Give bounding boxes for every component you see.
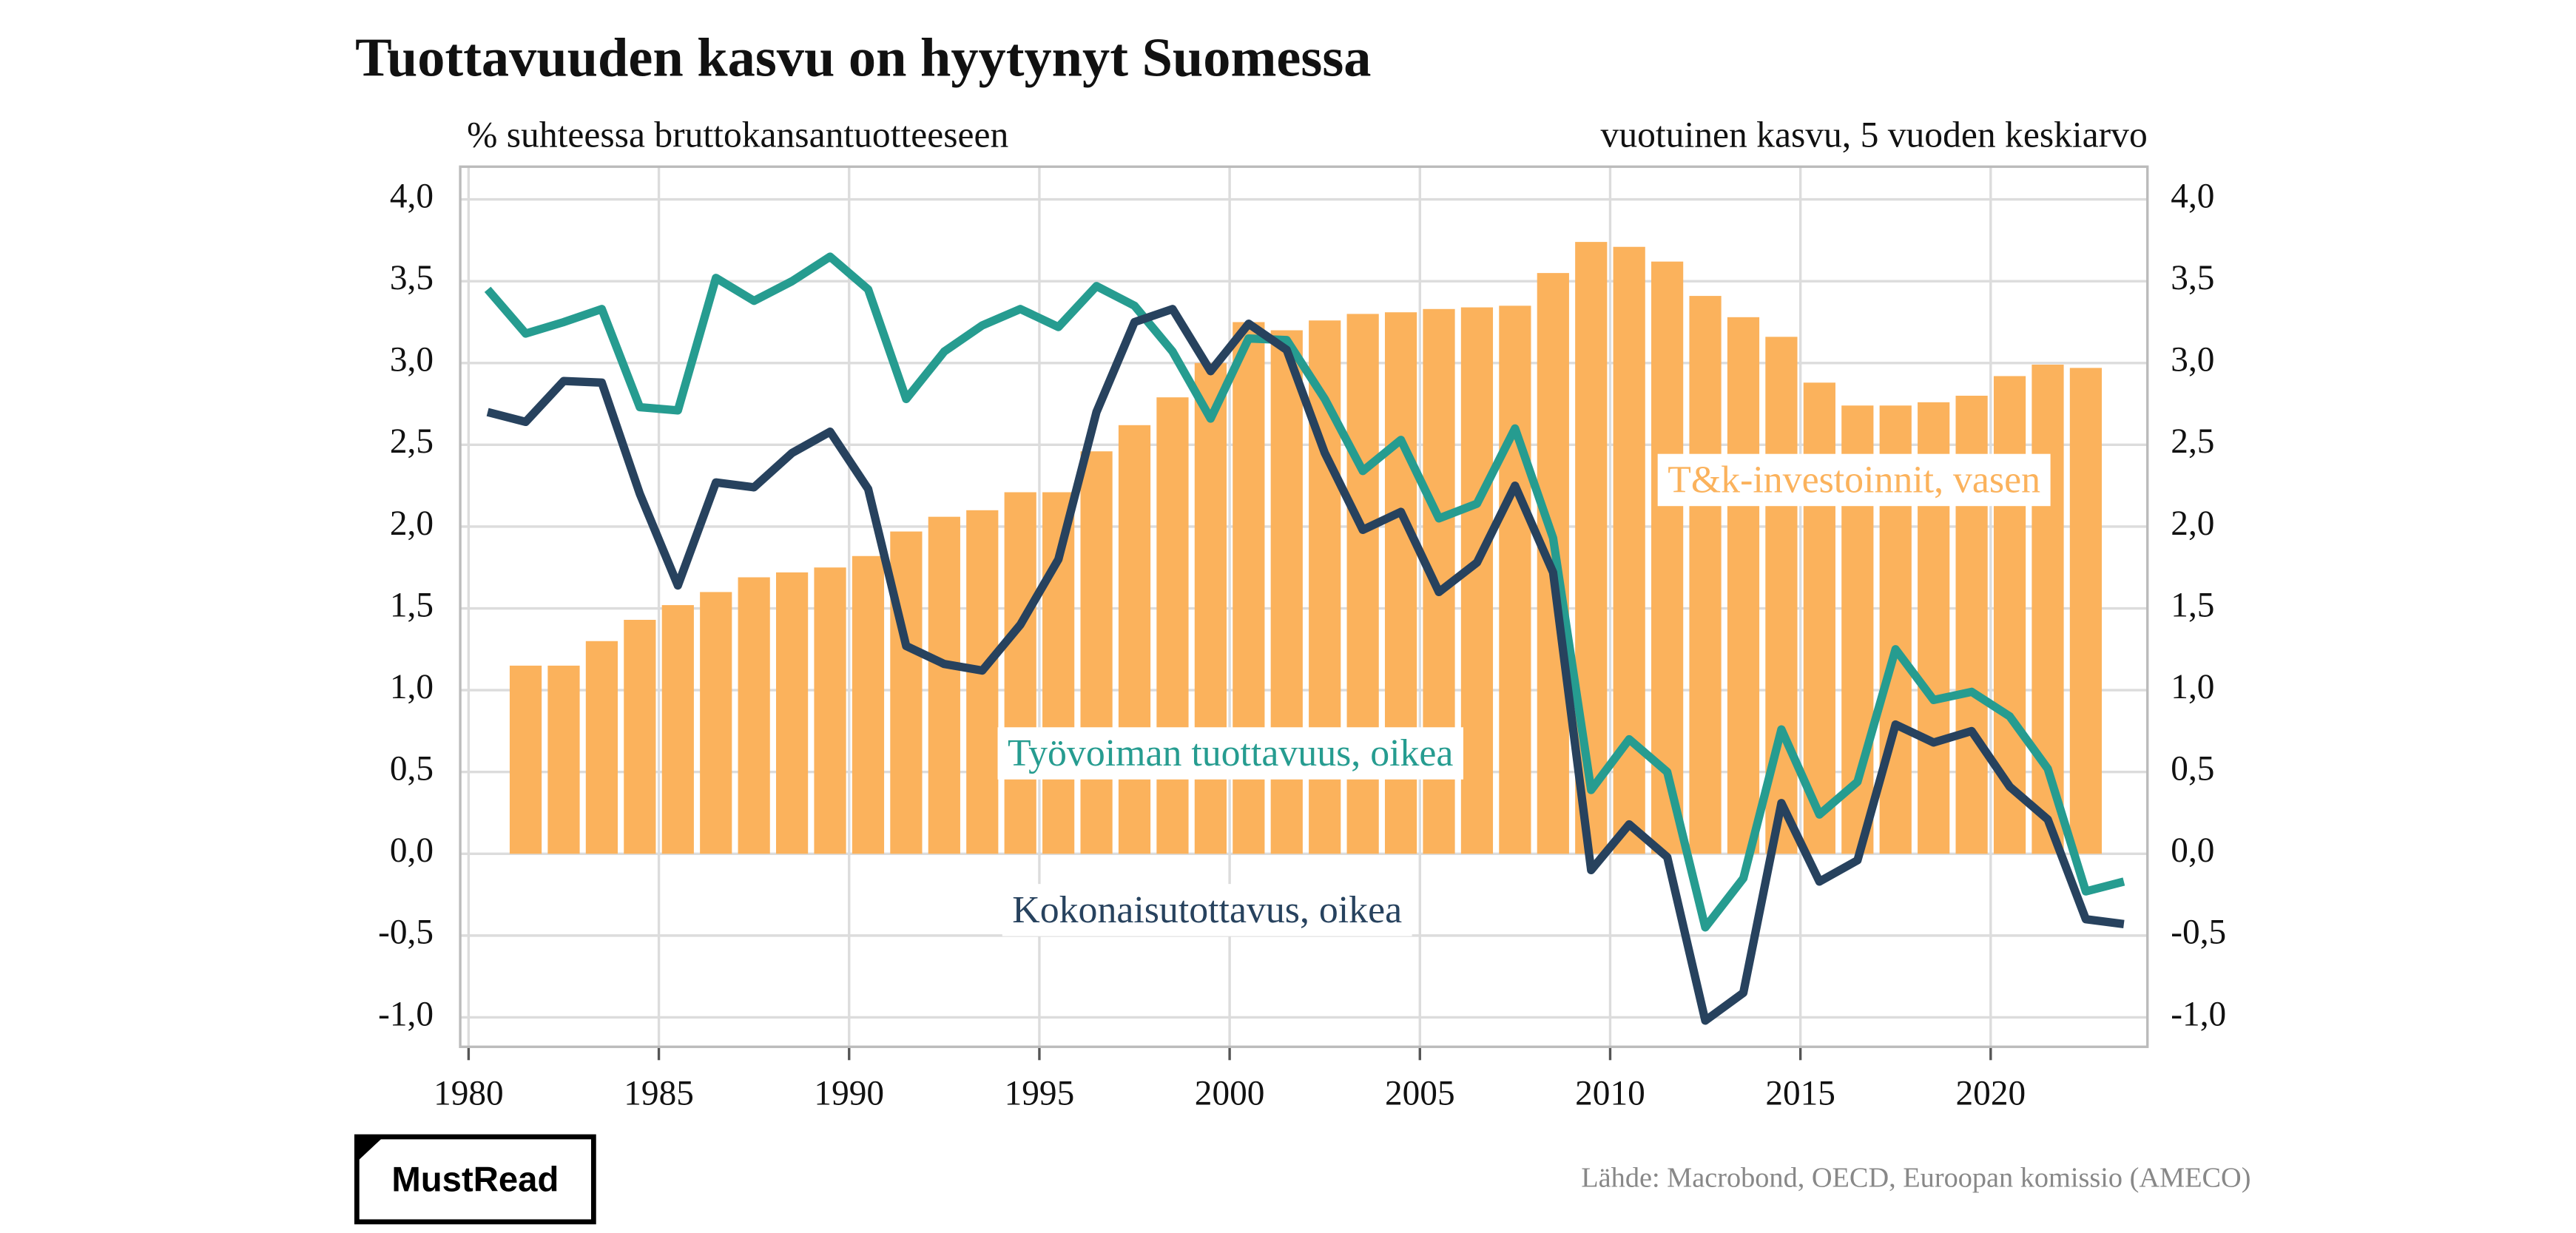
bar: [1004, 492, 1036, 854]
series-label: Kokonaisutottavus, oikea: [1012, 889, 1402, 931]
y-tick-label: -1,0: [378, 995, 434, 1033]
bar: [928, 516, 960, 854]
x-tick-label: 1980: [434, 1075, 504, 1113]
y-tick-label: 4,0: [390, 177, 434, 215]
chart-title: Tuottavuuden kasvu on hyytynyt Suomessa: [355, 28, 1371, 89]
y2-tick-label: 3,0: [2171, 341, 2214, 379]
x-tick-label: 2010: [1575, 1075, 1645, 1113]
y-tick-label: -0,5: [378, 913, 434, 952]
series-label: Työvoiman tuottavuus, oikea: [1008, 732, 1453, 774]
line: [484, 252, 2125, 932]
y2-tick-label: 0,5: [2171, 750, 2214, 788]
y-tick-label: 3,0: [390, 341, 434, 379]
bar: [1156, 397, 1189, 854]
bar: [738, 577, 770, 854]
label-background: [997, 727, 1463, 780]
plot-frame: [459, 165, 2149, 1048]
y-tick-label: 1,5: [390, 586, 434, 624]
bar: [1689, 296, 1722, 854]
x-tick-label: 2005: [1385, 1075, 1455, 1113]
x-tick-label: 1995: [1005, 1075, 1075, 1113]
bar: [1613, 246, 1645, 854]
bar: [1080, 451, 1113, 854]
y2-tick-label: 2,0: [2171, 504, 2214, 543]
bar: [852, 555, 885, 854]
bar: [1499, 305, 1531, 854]
bar: [890, 531, 923, 854]
y-tick-label: 2,5: [390, 422, 434, 461]
bar: [1651, 261, 1684, 854]
series-label: T&k-investoinnit, vasen: [1668, 459, 2040, 501]
y-tick-label: 0,5: [390, 750, 434, 788]
y-axis-label: % suhteessa bruttokansantuotteeseen: [467, 114, 1008, 155]
bar: [1460, 307, 1494, 854]
bar: [1118, 425, 1151, 854]
logo-corner: [357, 1136, 384, 1162]
y-tick-label: 3,5: [390, 259, 434, 297]
y2-axis-label: vuotuinen kasvu, 5 vuoden keskiarvo: [1601, 114, 2148, 155]
bar: [661, 605, 694, 854]
y-tick-label: 1,0: [390, 668, 434, 706]
bar: [1194, 362, 1227, 854]
label-background: [1657, 453, 2051, 507]
source: Lähde: Macrobond, OECD, Euroopan komissi…: [1581, 1162, 2250, 1193]
y2-tick-label: 1,5: [2171, 586, 2214, 624]
bar: [509, 665, 542, 854]
x-tick-label: 2015: [1765, 1075, 1835, 1113]
x-tick-label: 2020: [1956, 1075, 2026, 1113]
y2-tick-label: -0,5: [2171, 913, 2226, 952]
bar: [585, 641, 618, 854]
y-tick-label: 2,0: [390, 504, 434, 543]
bar: [1727, 317, 1760, 854]
y2-tick-label: 2,5: [2171, 422, 2214, 461]
bar: [814, 567, 846, 854]
y2-tick-label: 3,5: [2171, 259, 2214, 297]
y2-tick-label: -1,0: [2171, 995, 2226, 1033]
logo-box: [354, 1134, 596, 1225]
bar: [966, 510, 999, 854]
y2-tick-label: 4,0: [2171, 177, 2214, 215]
x-tick-label: 2000: [1195, 1075, 1265, 1113]
bar: [2069, 368, 2103, 854]
bar: [624, 620, 656, 854]
x-tick-label: 1990: [814, 1075, 884, 1113]
bar: [775, 572, 809, 854]
bar: [547, 665, 580, 854]
logo: MustRead: [391, 1160, 559, 1199]
y2-tick-label: 0,0: [2171, 831, 2214, 870]
bar: [1575, 242, 1608, 854]
bar: [700, 592, 732, 854]
y2-tick-label: 1,0: [2171, 668, 2214, 706]
x-tick-label: 1985: [624, 1075, 694, 1113]
y-tick-label: 0,0: [390, 831, 434, 870]
line: [486, 305, 2125, 1025]
label-background: [1002, 884, 1412, 936]
